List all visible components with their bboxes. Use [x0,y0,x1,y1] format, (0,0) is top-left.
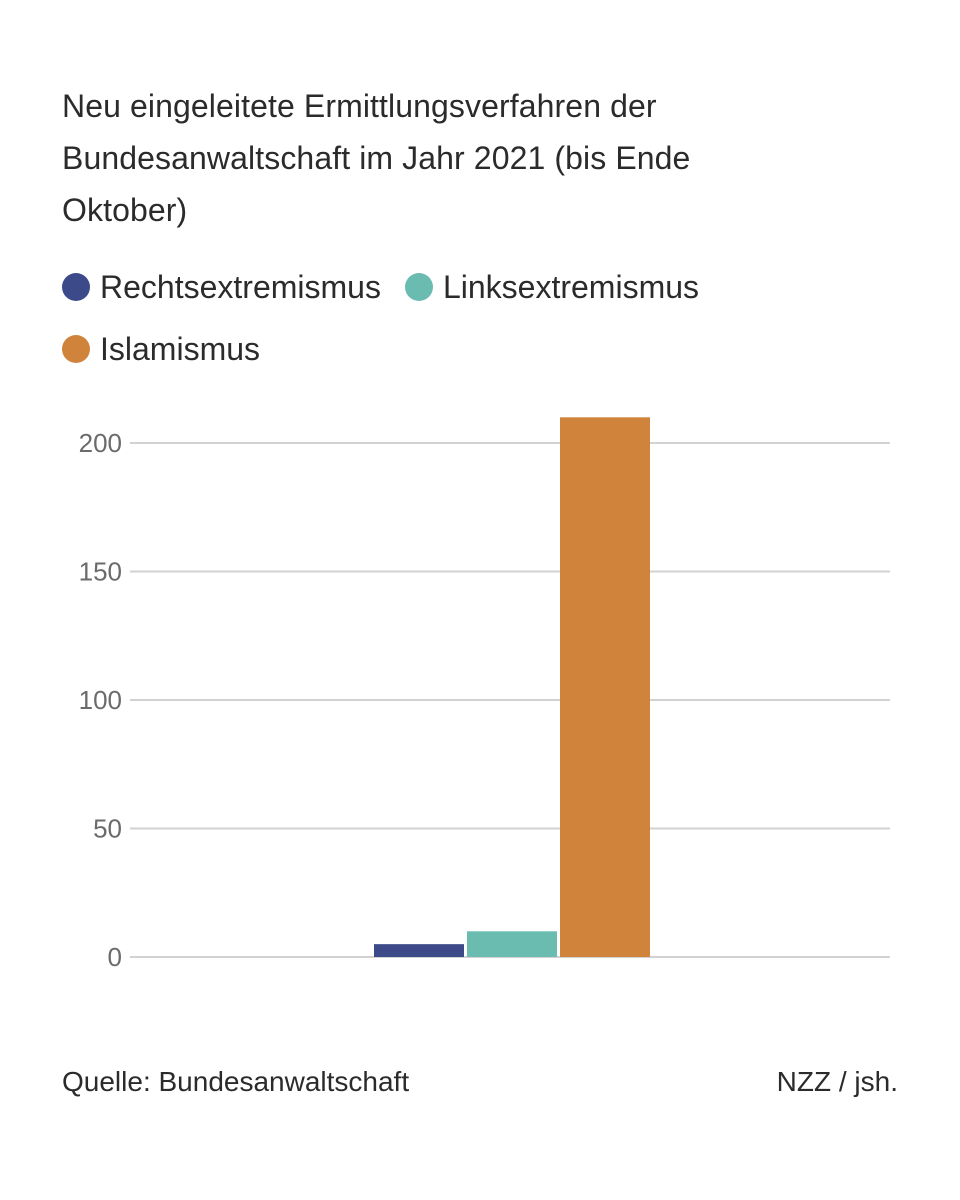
legend-item-linksextremismus: Linksextremismus [404,262,700,312]
legend-swatch-linksextremismus [404,273,433,301]
credit-note: NZZ / jsh. [776,1066,898,1097]
legend-swatch-islamismus [62,335,90,363]
bar-islamismus [560,417,650,957]
gridlines [130,442,890,958]
y-tick-label-0: 0 [108,942,122,972]
legend-item-rechtsextremismus: Rechtsextremismus [62,262,381,312]
y-tick-label-50: 50 [93,814,122,844]
y-axis-tick-labels: 0 50 100 150 200 [79,428,122,972]
y-tick-label-100: 100 [79,685,122,715]
legend-label-islamismus: Islamismus [100,330,261,367]
bar-rechtsextremismus [374,944,464,957]
y-tick-label-150: 150 [79,557,122,587]
y-tick-label-200: 200 [79,428,122,458]
bar-linksextremismus [467,931,557,957]
bar-chart: 0 50 100 150 200 [79,417,890,972]
chart-title: Neu eingeleitete Ermittlungsverfahren de… [62,88,691,228]
bars [374,417,650,957]
legend-item-islamismus: Islamismus [62,324,260,374]
source-note: Quelle: Bundesanwaltschaft [62,1066,410,1097]
legend-label-rechtsextremismus: Rechtsextremismus [100,268,381,305]
legend-label-linksextremismus: Linksextremismus [442,268,700,305]
chart-legend: Rechtsextremismus Linksextremismus Islam… [62,262,862,386]
legend-swatch-rechtsextremismus [62,273,90,301]
